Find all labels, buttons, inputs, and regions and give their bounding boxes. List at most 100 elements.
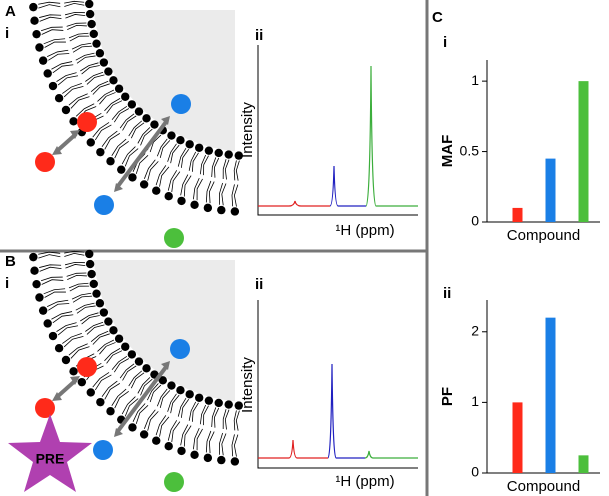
x-axis-label: Compound	[507, 227, 580, 244]
lipid-tail	[75, 302, 95, 311]
lipid-tail	[188, 401, 197, 421]
lipid-head	[85, 9, 95, 19]
lipid-head	[167, 381, 176, 390]
lipid-tail	[46, 299, 69, 308]
spectrum-trace	[364, 450, 418, 459]
lipid-tail	[156, 388, 168, 407]
lipid-head	[95, 49, 105, 58]
lipid-head	[176, 135, 185, 145]
lipid-tail	[67, 24, 87, 31]
y-tick-label: 1	[471, 72, 479, 88]
lipid-head	[190, 200, 199, 210]
lipid-tail	[39, 264, 62, 268]
lipid-tail	[130, 372, 145, 389]
molecules: PRE	[8, 339, 190, 492]
lipid-tail	[128, 120, 143, 137]
lipid-head	[142, 114, 151, 123]
lipid-tail	[137, 127, 151, 144]
lipid-tail	[233, 160, 237, 181]
lipid-head	[234, 151, 243, 160]
lipid-tail	[188, 151, 197, 171]
lipid-tail	[76, 55, 96, 64]
lipid-tail	[85, 321, 104, 332]
lipid-tail	[66, 272, 87, 277]
lipid-tail	[231, 434, 235, 457]
lipid-tail	[111, 388, 127, 406]
x-axis-label: ¹H (ppm)	[335, 473, 394, 490]
ligand	[35, 398, 55, 418]
lipid-tail	[147, 383, 159, 401]
lipid-head	[134, 357, 144, 366]
lipid-tail	[135, 405, 149, 425]
lipid-tail	[149, 384, 162, 403]
lipid-tail	[121, 146, 136, 165]
lipid-head	[158, 376, 167, 385]
lipid-tail	[46, 49, 69, 58]
lipid-tail	[106, 350, 123, 364]
spectrum-trace	[329, 165, 366, 207]
lipid-tail	[64, 253, 85, 257]
lipid-tail	[71, 292, 92, 300]
lipid-tail	[39, 14, 62, 18]
star-label: PRE	[36, 451, 65, 467]
lipid-tail	[69, 35, 90, 42]
ligand	[171, 94, 191, 114]
lipid-head	[43, 319, 52, 328]
lipid-tail	[104, 98, 121, 112]
lipid-tail	[90, 80, 109, 92]
lipid-head	[29, 2, 38, 12]
lipid-tail	[235, 160, 240, 181]
lipid-tail	[177, 397, 187, 417]
lipid-tail	[231, 184, 235, 207]
lipid-tail	[167, 420, 178, 441]
lipid-tail	[69, 285, 90, 292]
spectrum: Intensity ¹H (ppm)	[239, 300, 418, 490]
y-axis-label: Intensity	[239, 102, 256, 158]
lipid-tail	[122, 365, 137, 381]
bar	[512, 207, 523, 222]
lipid-head	[69, 117, 78, 126]
lipid-tail	[80, 62, 99, 72]
lipid-head	[142, 364, 151, 373]
lipid-tail	[76, 305, 96, 314]
y-tick-label: 0	[471, 213, 479, 229]
lipid-tail	[180, 399, 190, 418]
lipid-head	[29, 252, 38, 262]
lipid-head	[177, 196, 186, 206]
lipid-tail	[137, 377, 151, 394]
lipid-tail	[122, 115, 137, 131]
lipid-head	[121, 92, 130, 101]
bar	[545, 317, 556, 473]
lipid-tail	[38, 4, 61, 9]
lipid-tail	[67, 274, 87, 281]
y-axis-label: PF	[439, 387, 456, 406]
lipid-tail	[214, 157, 220, 178]
lipid-tail	[159, 166, 170, 187]
lipid-tail	[222, 159, 227, 180]
lipid-tail	[208, 431, 215, 454]
lipid-tail	[180, 424, 189, 446]
lipid-head	[69, 367, 78, 376]
lipid-tail	[143, 159, 156, 179]
lipid-tail	[85, 71, 104, 82]
lipid-tail	[199, 154, 207, 175]
lipid-head	[203, 453, 213, 463]
lipid-head	[224, 400, 233, 409]
lipid-tail	[235, 410, 240, 431]
panel-sublabel: ii	[255, 27, 263, 44]
lipid-tail	[192, 427, 200, 450]
lipid-tail	[38, 251, 61, 255]
lipid-head	[54, 344, 64, 353]
lipid-tail	[155, 415, 167, 436]
lipid-head	[95, 299, 105, 308]
lipid-head	[164, 441, 173, 451]
lipid-tail	[203, 405, 209, 426]
lipid-tail	[65, 264, 86, 269]
lipid-tail	[68, 32, 89, 39]
lipid-head	[230, 207, 240, 216]
lipid-tail	[147, 161, 159, 181]
lipid-tail	[156, 138, 168, 157]
lipid-head	[61, 105, 71, 115]
